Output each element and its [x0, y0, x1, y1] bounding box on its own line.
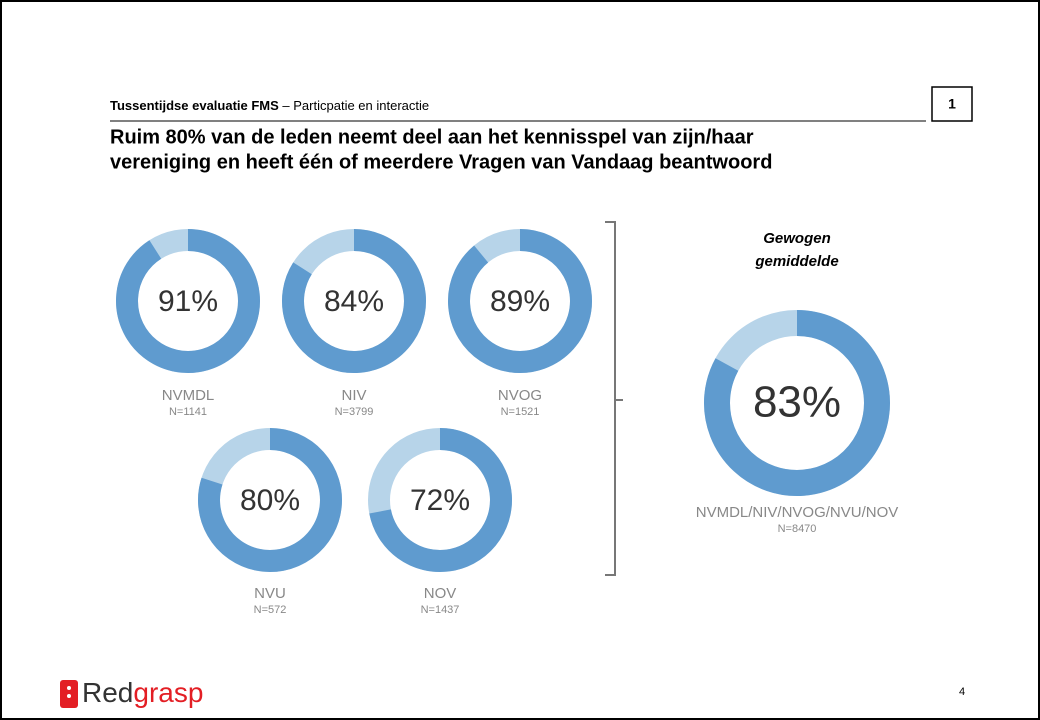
value-label: 84%: [324, 285, 384, 318]
value-label: 89%: [490, 285, 550, 318]
logo-part: grasp: [133, 677, 203, 708]
section-box: [931, 86, 973, 122]
value-label: 72%: [410, 484, 470, 517]
logo-dot: [67, 694, 71, 698]
chart-subtitle: N=1437: [421, 604, 460, 616]
donut-arc: [369, 428, 512, 572]
chart-name: NVMDL/NIV/NVOG/NVU/NOV: [696, 504, 899, 521]
donut-arc: [704, 310, 890, 496]
value-label: 91%: [158, 285, 218, 318]
header: Tussentijdse evaluatie FMS – Particpatie…: [110, 98, 429, 113]
chart-title: gemiddelde: [754, 253, 838, 270]
value-label: 83%: [753, 378, 841, 427]
section-number: 1: [948, 96, 956, 112]
value-label: 80%: [240, 484, 300, 517]
bracket: [605, 221, 623, 576]
page-number: 4: [959, 686, 965, 698]
logo: Redgrasp: [82, 677, 203, 708]
donut-arc: [116, 229, 260, 373]
chart-name: NOV: [424, 585, 457, 602]
header-title: Tussentijdse evaluatie FMS: [110, 98, 279, 113]
chart-title: Gewogen: [763, 230, 831, 247]
chart-name: NIV: [341, 387, 366, 404]
logo-dot: [67, 686, 71, 690]
donut-arc: [282, 229, 426, 373]
chart-name: NVU: [254, 585, 286, 602]
chart-name: NVMDL: [162, 387, 215, 404]
headline-line: Ruim 80% van de leden neemt deel aan het…: [110, 126, 754, 148]
chart-name: NVOG: [498, 387, 542, 404]
logo-part: Red: [82, 677, 133, 708]
chart-subtitle: N=1141: [169, 406, 207, 418]
donut-arc: [448, 229, 592, 373]
chart-subtitle: N=572: [254, 604, 287, 616]
donut-arc: [198, 428, 342, 572]
headline-line: vereniging en heeft één of meerdere Vrag…: [110, 151, 772, 173]
chart-subtitle: N=3799: [335, 406, 374, 418]
chart-subtitle: N=8470: [778, 523, 817, 535]
chart-subtitle: N=1521: [501, 406, 540, 418]
header-subtitle: – Particpatie en interactie: [279, 98, 429, 113]
